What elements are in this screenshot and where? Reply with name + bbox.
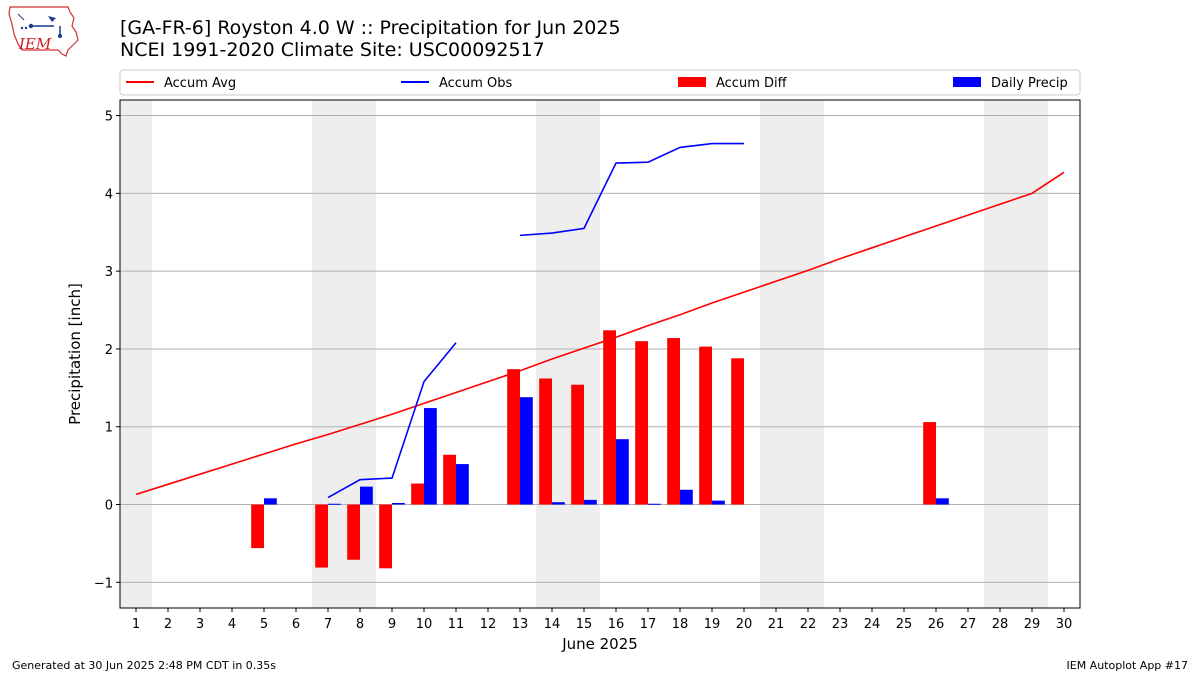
x-tick-label: 8	[356, 617, 364, 632]
daily-precip-bar	[392, 502, 405, 505]
accum-diff-bar	[411, 483, 424, 505]
x-tick-label: 11	[448, 617, 465, 632]
x-tick-label: 4	[228, 617, 236, 632]
plot-frame	[119, 99, 1081, 609]
accum-diff-bar	[443, 454, 456, 505]
accum-diff-bar	[347, 504, 360, 560]
legend-label: Daily Precip	[991, 76, 1068, 91]
weekend-shading	[120, 100, 1048, 608]
daily-precip-bar	[424, 408, 437, 505]
x-tick-label: 27	[960, 617, 977, 632]
y-axis-label: Precipitation [inch]	[66, 283, 84, 425]
accum-diff-bar	[571, 384, 584, 505]
x-tick-label: 10	[416, 617, 433, 632]
lines-layer	[135, 142, 1065, 499]
x-tick-label: 21	[768, 617, 785, 632]
x-tick-label: 12	[480, 617, 497, 632]
daily-precip-bar	[264, 498, 277, 505]
accum-avg-line	[135, 171, 1065, 496]
iem-logo: IEM	[8, 6, 79, 57]
x-tick-label: 29	[1024, 617, 1041, 632]
accum-diff-bar	[923, 422, 936, 505]
x-tick-label: 13	[512, 617, 529, 632]
accum-diff-bar	[251, 504, 264, 549]
accum-diff-bar	[315, 504, 328, 568]
legend-swatch-bar	[678, 77, 706, 87]
accum-obs-line	[327, 342, 457, 499]
accum-diff-bar	[507, 369, 520, 505]
weekend-band	[760, 100, 824, 608]
daily-precip-bar	[328, 503, 341, 505]
legend-label: Accum Avg	[164, 76, 236, 91]
app-credit: IEM Autoplot App #17	[1066, 659, 1189, 672]
x-tick-label: 25	[896, 617, 913, 632]
y-tick-label: 3	[105, 265, 113, 280]
legend-label: Accum Obs	[439, 76, 512, 91]
accum-diff-bar	[667, 338, 680, 505]
y-tick-label: 0	[105, 499, 113, 514]
x-tick-label: 2	[164, 617, 172, 632]
legend: Accum Avg Accum Obs Accum Diff Daily Precip	[119, 69, 1081, 96]
x-tick-label: 17	[640, 617, 657, 632]
x-tick-label: 22	[800, 617, 817, 632]
accum-diff-bar	[379, 504, 392, 569]
accum-diff-bar	[731, 358, 744, 505]
bars-layer	[251, 330, 949, 569]
daily-precip-bar	[616, 439, 629, 505]
chart-title: [GA-FR-6] Royston 4.0 W :: Precipitation…	[120, 17, 621, 39]
x-tick-label: 3	[196, 617, 204, 632]
y-tick-label: 2	[105, 343, 113, 358]
x-tick-label: 28	[992, 617, 1009, 632]
y-tick-label: 4	[105, 187, 113, 202]
x-tick-label: 5	[260, 617, 268, 632]
x-tick-label: 7	[324, 617, 332, 632]
x-tick-label: 23	[832, 617, 849, 632]
x-tick-label: 9	[388, 617, 396, 632]
logo-text: IEM	[18, 35, 52, 53]
y-axis: −1 0 1 2 3 4 5	[94, 110, 120, 591]
x-tick-label: 30	[1056, 617, 1073, 632]
x-tick-label: 18	[672, 617, 689, 632]
daily-precip-bar	[584, 499, 597, 505]
x-tick-label: 24	[864, 617, 881, 632]
x-axis: 1 2 3 4 5 6 7 8 9 10 11 12 13 14 15 16 17 18 19 20 21 22 23 24 2…	[132, 608, 1072, 632]
weekend-band	[120, 100, 152, 608]
x-tick-label: 15	[576, 617, 593, 632]
legend-box	[119, 69, 1081, 96]
accum-obs-line	[519, 142, 744, 237]
x-tick-label: 14	[544, 617, 561, 632]
accum-diff-bar	[699, 346, 712, 505]
daily-precip-bar	[456, 464, 469, 505]
horizontal-gridlines	[120, 115, 1080, 583]
generated-timestamp: Generated at 30 Jun 2025 2:48 PM CDT in …	[12, 659, 277, 672]
daily-precip-bar	[936, 498, 949, 505]
x-tick-label: 6	[292, 617, 300, 632]
accum-diff-bar	[603, 330, 616, 505]
legend-swatch-bar	[953, 77, 981, 87]
x-tick-label: 16	[608, 617, 625, 632]
daily-precip-bar	[360, 486, 373, 505]
daily-precip-bar	[712, 500, 725, 505]
daily-precip-bar	[552, 502, 565, 505]
x-axis-label: June 2025	[561, 635, 638, 653]
y-tick-label: −1	[94, 576, 113, 591]
y-tick-label: 5	[105, 110, 113, 125]
y-tick-label: 1	[105, 421, 113, 436]
accum-diff-bar	[539, 378, 552, 505]
accum-diff-bar	[635, 341, 648, 505]
x-tick-label: 1	[132, 617, 140, 632]
daily-precip-bar	[520, 397, 533, 505]
daily-precip-bar	[648, 503, 661, 505]
x-tick-label: 26	[928, 617, 945, 632]
daily-precip-bar	[680, 489, 693, 505]
chart-subtitle: NCEI 1991-2020 Climate Site: USC00092517	[120, 39, 545, 61]
x-tick-label: 19	[704, 617, 721, 632]
weekend-band	[984, 100, 1048, 608]
x-tick-label: 20	[736, 617, 753, 632]
legend-label: Accum Diff	[716, 76, 788, 91]
